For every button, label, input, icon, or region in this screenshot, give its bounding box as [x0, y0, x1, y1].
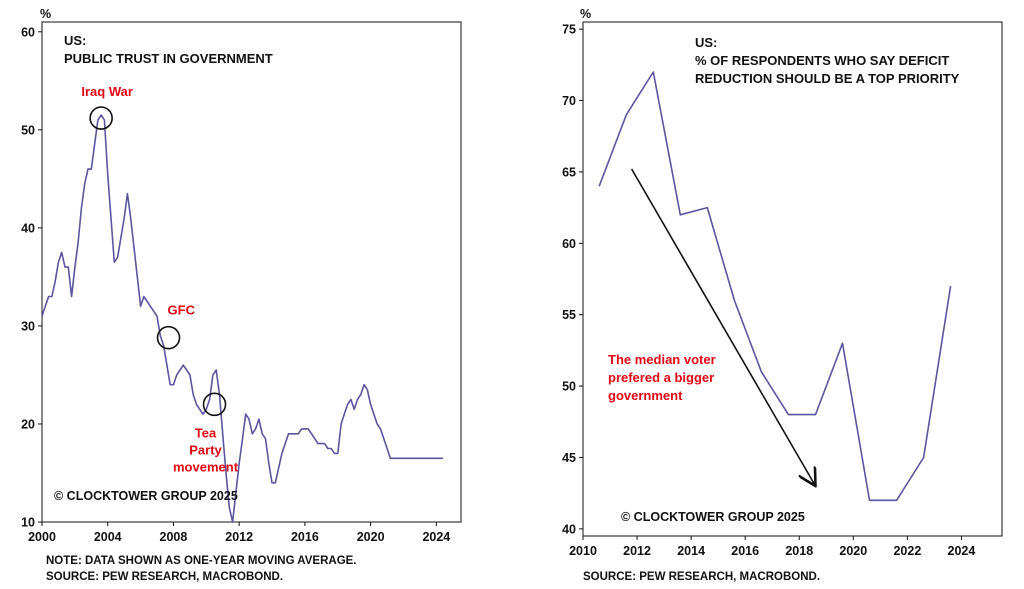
median-voter-annotation-line-2: prefered a bigger — [608, 370, 714, 385]
left-footnote-note: NOTE: DATA SHOWN AS ONE-YEAR MOVING AVER… — [46, 555, 357, 567]
right-y-tick-label: 50 — [562, 380, 576, 394]
iraq-war-label: Iraq War — [81, 84, 133, 99]
right-x-tick-label: 2020 — [839, 544, 867, 558]
right-y-tick-label: 55 — [562, 308, 576, 322]
right-x-tick-label: 2016 — [731, 544, 759, 558]
left-y-tick-label: 60 — [21, 25, 35, 39]
left-chart-title: US: — [64, 33, 86, 48]
right-chart-subtitle-line-2: REDUCTION SHOULD BE A TOP PRIORITY — [695, 71, 960, 86]
left-series-line — [41, 114, 443, 523]
left-y-unit-label: % — [40, 7, 51, 21]
left-axis-ticks: 10 20 30 40 50 60 2000 2004 2008 2012 2016 2020 2024 — [21, 25, 450, 544]
right-footnote-source: SOURCE: PEW RESEARCH, MACROBOND. — [583, 571, 820, 583]
left-y-tick-label: 30 — [21, 319, 35, 333]
left-x-tick-label: 2004 — [94, 530, 122, 544]
right-x-tick-label: 2024 — [948, 544, 976, 558]
right-x-tick-label: 2012 — [623, 544, 651, 558]
left-footnote-source: SOURCE: PEW RESEARCH, MACROBOND. — [46, 571, 283, 583]
right-y-tick-label: 65 — [562, 165, 576, 179]
right-chart-subtitle-line-1: % OF RESPONDENTS WHO SAY DEFICIT — [695, 53, 949, 68]
left-x-tick-label: 2008 — [160, 530, 188, 544]
right-y-tick-label: 70 — [562, 94, 576, 108]
left-chart: % 10 20 30 40 50 60 2000 2004 2008 2012 2016 2020 20… — [21, 7, 462, 583]
left-plot-frame — [41, 21, 462, 523]
right-chart-title: US: — [695, 35, 717, 50]
right-y-tick-label: 40 — [562, 522, 576, 536]
right-y-unit-label: % — [580, 7, 591, 21]
left-x-tick-label: 2000 — [28, 530, 56, 544]
right-x-tick-label: 2010 — [569, 544, 597, 558]
median-voter-annotation-line-3: government — [608, 388, 683, 403]
left-x-tick-label: 2020 — [357, 530, 385, 544]
tea-party-circle — [202, 392, 227, 417]
right-x-tick-label: 2022 — [893, 544, 921, 558]
gfc-label: GFC — [168, 303, 196, 318]
left-y-tick-label: 50 — [21, 123, 35, 137]
gfc-circle — [156, 325, 181, 350]
right-y-tick-label: 75 — [562, 23, 576, 37]
tea-party-label-line-1: Tea — [195, 425, 217, 440]
left-x-tick-label: 2024 — [422, 530, 450, 544]
tea-party-label-line-3: movement — [173, 459, 239, 474]
right-x-tick-label: 2014 — [677, 544, 705, 558]
right-x-tick-label: 2018 — [785, 544, 813, 558]
right-chart: % 40 45 50 55 60 65 70 75 2010 2012 2014 2016 2018 20… — [562, 7, 1003, 583]
median-voter-annotation-line-1: The median voter — [608, 352, 716, 367]
right-series-line — [598, 71, 952, 502]
left-copyright: © CLOCKTOWER GROUP 2025 — [54, 489, 238, 503]
right-copyright: © CLOCKTOWER GROUP 2025 — [621, 510, 805, 524]
left-chart-subtitle: PUBLIC TRUST IN GOVERNMENT — [64, 51, 273, 66]
left-x-tick-label: 2016 — [291, 530, 319, 544]
right-y-tick-label: 60 — [562, 237, 576, 251]
left-y-tick-label: 40 — [21, 221, 35, 235]
tea-party-label-line-2: Party — [189, 442, 222, 457]
trend-arrow — [630, 168, 816, 486]
right-axis-ticks: 40 45 50 55 60 65 70 75 2010 2012 2014 2016 2018 2020… — [562, 23, 975, 558]
left-y-tick-label: 20 — [21, 417, 35, 431]
iraq-war-circle — [89, 106, 113, 130]
left-y-tick-label: 10 — [21, 516, 35, 530]
right-y-tick-label: 45 — [562, 451, 576, 465]
right-plot-frame — [582, 21, 1003, 537]
left-x-tick-label: 2012 — [225, 530, 253, 544]
